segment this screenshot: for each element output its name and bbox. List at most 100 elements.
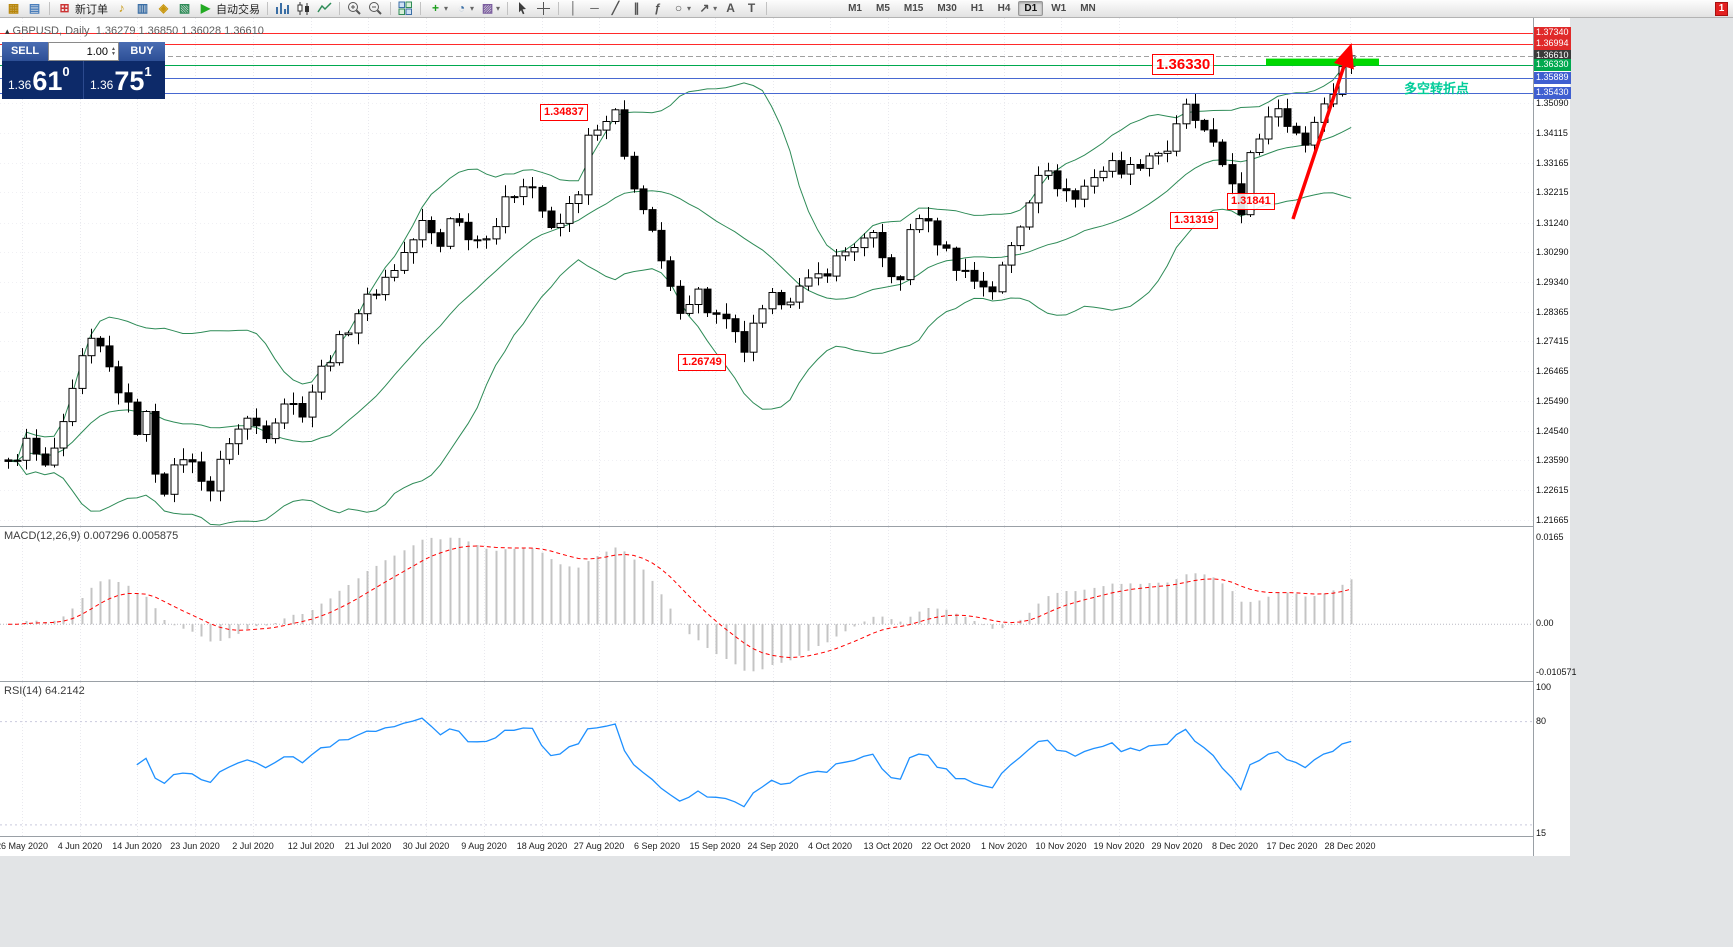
trendline-icon: ╱ xyxy=(611,1,620,15)
bar-chart-icon xyxy=(275,1,290,16)
turning-point-label[interactable]: 多空转折点 xyxy=(1404,81,1470,96)
date-tick[interactable]: 15 Sep 2020 xyxy=(689,841,741,851)
volume-value[interactable]: 1.00 xyxy=(86,45,109,58)
sell-price[interactable]: 1.36 61 0 xyxy=(2,61,83,99)
price-scale-column[interactable]: 1.35090 1.34115 1.33165 1.32215 1.31240 1.302… xyxy=(1533,18,1577,856)
autotrade-button[interactable]: ▶ 自动交易 xyxy=(196,1,262,17)
date-tick[interactable]: 28 Dec 2020 xyxy=(1324,841,1376,851)
price-annotation[interactable]: 1.36330 xyxy=(1152,54,1215,75)
dropdown-arrow-icon[interactable]: ▾ xyxy=(444,4,449,13)
price-annotation[interactable]: 1.31319 xyxy=(1170,212,1218,229)
horizontal-line-button[interactable]: ─ xyxy=(585,1,604,17)
date-tick[interactable]: 6 Sep 2020 xyxy=(633,841,681,851)
macd-panel[interactable]: MACD(12,26,9) 0.007296 0.005875 xyxy=(0,526,1533,681)
profiles-button[interactable]: ▤ xyxy=(25,1,44,17)
date-tick[interactable]: 18 Aug 2020 xyxy=(516,841,568,851)
timeframe-button-m15[interactable]: M15 xyxy=(903,3,924,14)
dropdown-arrow-icon[interactable]: ▾ xyxy=(687,4,692,13)
date-tick[interactable]: 2 Jul 2020 xyxy=(232,841,274,851)
price-tick: 1.21665 xyxy=(1536,515,1569,525)
date-tick[interactable]: 10 Nov 2020 xyxy=(1035,841,1087,851)
price-annotation[interactable]: 1.31841 xyxy=(1227,193,1275,210)
vertical-line-button[interactable]: │ xyxy=(564,1,583,17)
dropdown-arrow-icon[interactable]: ▾ xyxy=(470,4,475,13)
rsi-panel[interactable]: RSI(14) 64.2142 xyxy=(0,681,1533,836)
date-tick[interactable]: 13 Oct 2020 xyxy=(863,841,913,851)
trendline-button[interactable]: ╱ xyxy=(606,1,625,17)
timeframe-button-mn[interactable]: MN xyxy=(1080,3,1096,14)
date-tick[interactable]: 21 Jul 2020 xyxy=(344,841,392,851)
notification-badge[interactable]: 1 xyxy=(1715,2,1728,16)
autotrade-icon: ▶ xyxy=(200,1,211,15)
price-chart-canvas[interactable] xyxy=(0,18,1533,526)
new-chart-button[interactable]: ▦ xyxy=(4,1,23,17)
bar-chart-button[interactable] xyxy=(273,1,292,17)
date-tick[interactable]: 22 Oct 2020 xyxy=(921,841,971,851)
alerts-button[interactable]: ♪ xyxy=(112,1,131,17)
periods-button[interactable]: ◔ ▾ xyxy=(452,1,476,17)
volume-down-icon[interactable]: ▼ xyxy=(111,50,116,57)
price-annotation[interactable]: 1.34837 xyxy=(540,104,588,121)
date-tick[interactable]: 27 Aug 2020 xyxy=(573,841,625,851)
candlestick-chart-button[interactable] xyxy=(294,1,313,17)
line-chart-button[interactable] xyxy=(315,1,334,17)
volume-input[interactable]: 1.00 ▲ ▼ xyxy=(48,42,119,61)
terminal-button[interactable]: ▧ xyxy=(175,1,194,17)
date-tick[interactable]: 9 Aug 2020 xyxy=(461,841,507,851)
volume-spinner[interactable]: ▲ ▼ xyxy=(111,45,116,57)
tile-windows-button[interactable] xyxy=(396,1,415,17)
sell-price-sup: 0 xyxy=(62,64,70,79)
arrows-button[interactable]: ↗ ▾ xyxy=(695,1,719,17)
timeframe-button-h4[interactable]: H4 xyxy=(997,3,1011,14)
text-label-button[interactable]: T xyxy=(742,1,761,17)
date-tick[interactable]: 17 Dec 2020 xyxy=(1266,841,1318,851)
date-tick[interactable]: 4 Oct 2020 xyxy=(807,841,853,851)
date-tick[interactable]: 8 Dec 2020 xyxy=(1211,841,1259,851)
date-tick[interactable]: 1 Nov 2020 xyxy=(980,841,1028,851)
buy-price[interactable]: 1.36 75 1 xyxy=(83,61,165,99)
date-tick[interactable]: 26 May 2020 xyxy=(0,841,49,851)
one-click-toggle-icon[interactable]: ▴ xyxy=(5,26,10,36)
timeframe-button-m30[interactable]: M30 xyxy=(937,3,957,14)
price-chart-panel[interactable]: ▴ GBPUSD, Daily 1.36279 1.36850 1.36028 1… xyxy=(0,18,1533,526)
shapes-button[interactable]: ○ ▾ xyxy=(669,1,693,17)
price-tick: 1.31240 xyxy=(1536,218,1569,228)
sell-button[interactable]: SELL xyxy=(2,42,48,61)
one-click-trading-panel: SELL 1.00 ▲ ▼ BUY 1.36 61 0 1 xyxy=(2,42,165,99)
dropdown-arrow-icon[interactable]: ▾ xyxy=(713,4,718,13)
buy-button[interactable]: BUY xyxy=(119,42,165,61)
dropdown-arrow-icon[interactable]: ▾ xyxy=(496,4,501,13)
crosshair-button[interactable] xyxy=(534,1,553,17)
market-watch-button[interactable]: ▥ xyxy=(133,1,152,17)
price-annotation[interactable]: 1.26749 xyxy=(678,354,726,371)
navigator-button[interactable]: ◈ xyxy=(154,1,173,17)
timeframe-button-h1[interactable]: H1 xyxy=(970,3,984,14)
timeframe-button-m5[interactable]: M5 xyxy=(875,3,890,14)
templates-button[interactable]: ▨ ▾ xyxy=(478,1,502,17)
channel-button[interactable]: ∥ xyxy=(627,1,646,17)
date-tick[interactable]: 12 Jul 2020 xyxy=(287,841,335,851)
new-order-button[interactable]: ⊞ 新订单 xyxy=(55,1,110,17)
fibonacci-button[interactable]: ƒ xyxy=(648,1,667,17)
price-tick: 1.34115 xyxy=(1536,128,1568,138)
timeframe-button-m1[interactable]: M1 xyxy=(848,3,862,14)
profiles-icon: ▤ xyxy=(28,1,41,15)
indicators-button[interactable]: + ▾ xyxy=(426,1,450,17)
date-tick[interactable]: 30 Jul 2020 xyxy=(402,841,450,851)
cursor-button[interactable] xyxy=(513,1,532,17)
zoom-in-button[interactable] xyxy=(345,1,364,17)
timeframe-button-w1[interactable]: W1 xyxy=(1051,3,1067,14)
timeframe-button-d1[interactable]: D1 xyxy=(1018,1,1044,16)
volume-up-icon[interactable]: ▲ xyxy=(111,45,116,52)
date-tick[interactable]: 23 Jun 2020 xyxy=(170,841,220,851)
text-button[interactable]: A xyxy=(721,1,740,17)
chart-title: ▴ GBPUSD, Daily 1.36279 1.36850 1.36028 1… xyxy=(5,25,264,37)
date-tick[interactable]: 29 Nov 2020 xyxy=(1151,841,1203,851)
zoom-out-button[interactable] xyxy=(366,1,385,17)
shapes-icon: ○ xyxy=(674,1,683,15)
date-tick[interactable]: 19 Nov 2020 xyxy=(1093,841,1145,851)
chart-symbol-label: GBPUSD, Daily xyxy=(12,25,90,37)
date-tick[interactable]: 14 Jun 2020 xyxy=(112,841,162,851)
date-tick[interactable]: 24 Sep 2020 xyxy=(747,841,799,851)
date-tick[interactable]: 4 Jun 2020 xyxy=(57,841,103,851)
